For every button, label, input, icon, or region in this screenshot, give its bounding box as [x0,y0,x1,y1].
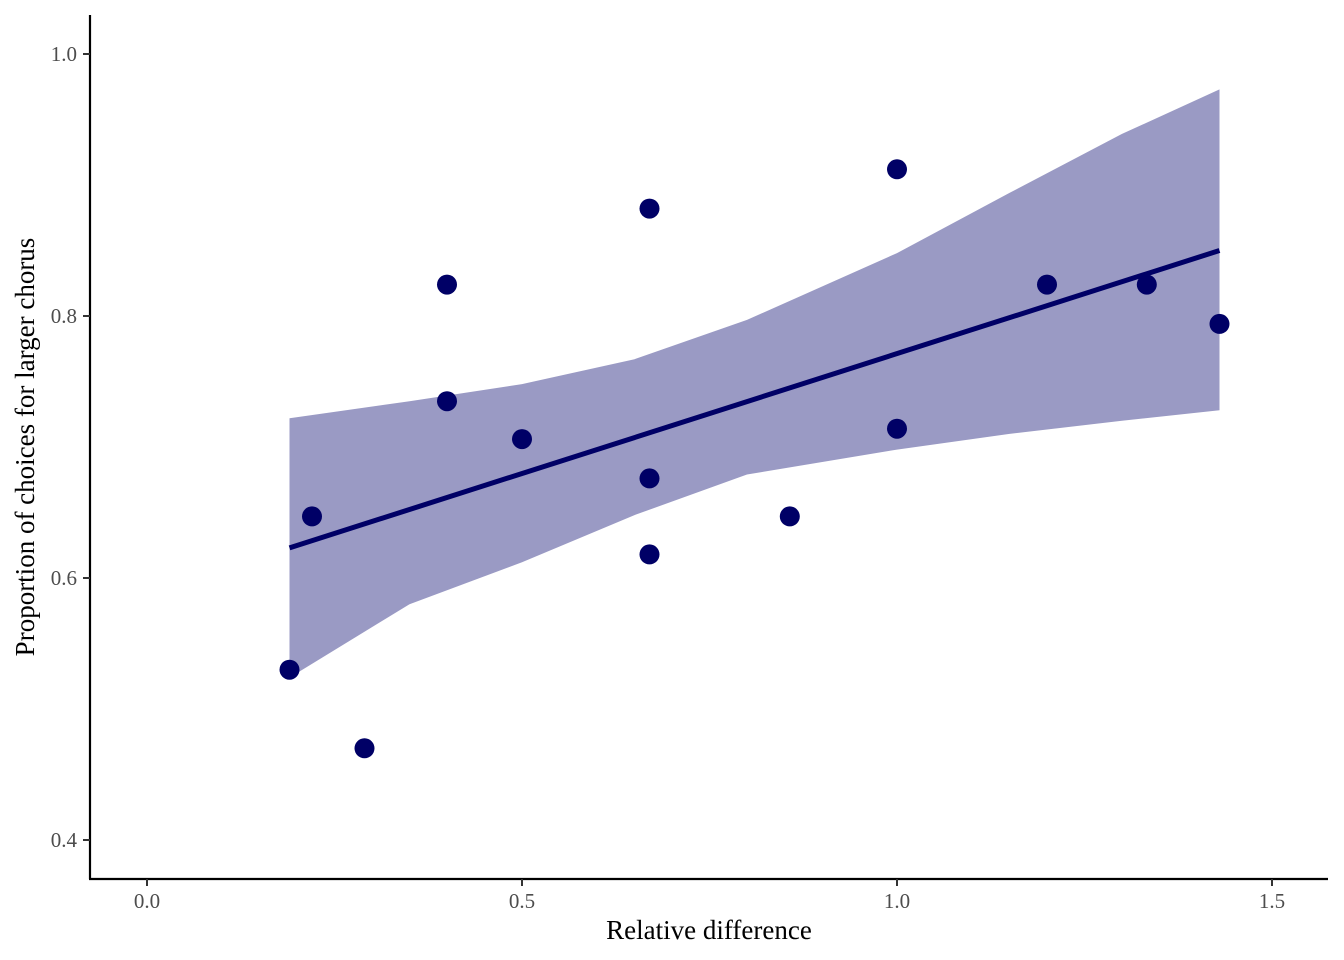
data-point [512,429,532,450]
confidence-band-layer [289,89,1220,678]
x-tick-label: 0.0 [134,889,160,913]
data-point [639,544,660,565]
y-tick-label: 1.0 [51,42,77,66]
data-point [779,506,800,527]
x-tick-label: 1.0 [884,889,910,913]
y-tick-label: 0.4 [51,828,78,852]
data-point [887,159,907,180]
x-axis-title: Relative difference [606,915,812,945]
data-point [354,738,375,759]
data-point [639,198,660,219]
data-point [1136,274,1157,295]
y-ticks: 0.4 0.6 0.8 1.0 [51,42,90,852]
data-point [437,274,457,295]
data-point [437,391,457,412]
data-point [1209,313,1230,334]
points-layer [279,159,1230,759]
y-axis-title: Proportion of choices for larger chorus [10,238,40,657]
data-point [279,659,300,680]
x-tick-label: 1.5 [1259,889,1285,913]
data-point [887,418,907,439]
confidence-band [289,89,1220,678]
fit-line [288,248,1221,551]
y-tick-label: 0.6 [51,566,77,590]
x-tick-label: 0.5 [509,889,535,913]
data-point [302,506,322,527]
data-point [1037,274,1057,295]
data-point [639,468,660,489]
x-ticks: 0.0 0.5 1.0 1.5 [134,879,1285,913]
fit-line-layer [288,248,1221,551]
y-tick-label: 0.8 [51,304,77,328]
